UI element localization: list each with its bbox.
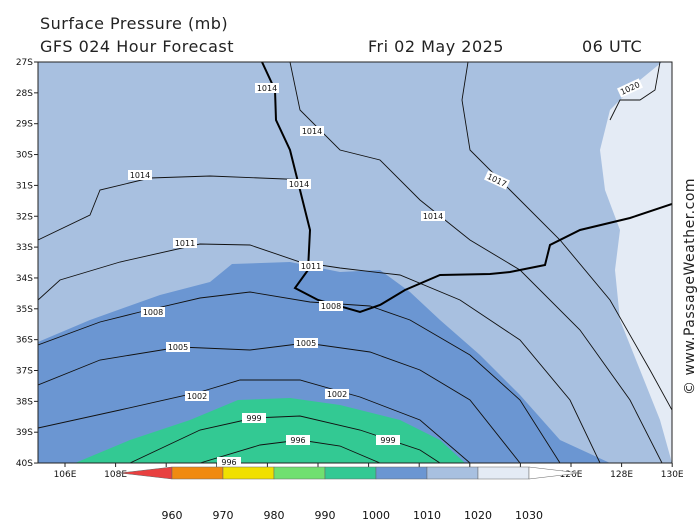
coastline <box>261 62 672 314</box>
isobar-label-bg <box>484 170 510 190</box>
forecast-date: Fri 02 May 2025 <box>368 37 504 56</box>
isobar-label-bg <box>286 435 310 445</box>
isobar-label-bg <box>319 301 343 311</box>
isobar-label: 1014 <box>423 212 443 221</box>
lon-label: 108E <box>104 470 127 480</box>
colorbar-segment <box>171 466 224 480</box>
lat-label: 33S <box>16 243 33 253</box>
isobar-label: 1008 <box>321 302 341 311</box>
isobar-label: 1014 <box>130 171 150 180</box>
isobar-label-bg <box>300 126 324 136</box>
isobar-label-bg <box>217 457 241 467</box>
lat-label: 27S <box>16 58 33 68</box>
colorbar-segment <box>477 466 530 480</box>
lon-label: 126E <box>560 470 583 480</box>
lat-label: 29S <box>16 120 33 130</box>
lat-label: 30S <box>16 151 33 161</box>
isobar <box>129 415 441 463</box>
isobar-label-bg <box>294 338 318 348</box>
isobar <box>38 379 471 463</box>
lat-label: 28S <box>16 89 33 99</box>
isobar-label: 996 <box>290 436 305 445</box>
lat-label: 37S <box>16 367 33 377</box>
title: Surface Pressure (mb) <box>40 14 228 33</box>
isobar-label: 1002 <box>327 390 347 399</box>
forecast-time: 06 UTC <box>582 37 642 56</box>
colorbar-high <box>528 466 581 480</box>
colorbar-label: 1000 <box>362 509 390 522</box>
isobar <box>38 291 561 463</box>
lat-label: 38S <box>16 397 33 407</box>
colorbar-label: 1030 <box>515 509 543 522</box>
lat-label: 31S <box>16 181 33 191</box>
credit: © www.PassageWeather.com <box>682 178 698 395</box>
isobar-label-bg <box>617 78 643 98</box>
isobar-label-bg <box>166 342 190 352</box>
isobar <box>461 62 672 411</box>
colorbar-label: 960 <box>162 509 183 522</box>
lat-label: 39S <box>16 428 33 438</box>
model-run: GFS 024 Hour Forecast <box>40 37 234 56</box>
isobar-label-bg <box>185 391 209 401</box>
pressure-band-1020 <box>600 62 672 463</box>
colorbar-segment <box>273 466 326 480</box>
isobar-label-bg <box>299 261 323 271</box>
colorbar-segment <box>222 466 275 480</box>
colorbar-label: 970 <box>213 509 234 522</box>
isobar-label: 999 <box>380 436 395 445</box>
isobar-label-bg <box>128 170 152 180</box>
map-area <box>38 62 672 463</box>
lat-label: 40S <box>16 459 33 469</box>
isobar-label-bg <box>325 389 349 399</box>
isobar-label: 1014 <box>302 127 322 136</box>
isobar-label: 1014 <box>257 84 277 93</box>
isobar-label-bg <box>255 83 279 93</box>
lat-label: 34S <box>16 274 33 284</box>
pressure-band-1000 <box>38 262 610 463</box>
isobar-label: 1011 <box>301 262 321 271</box>
isobar-label-bg <box>421 211 445 221</box>
lat-label: 36S <box>16 336 33 346</box>
isobar-label: 996 <box>221 458 236 467</box>
isobar-label-bg <box>141 307 165 317</box>
isobar-label-bg <box>287 179 311 189</box>
isobar-label-bg <box>173 238 197 248</box>
isobar-label-bg <box>242 413 266 423</box>
isobar-label: 999 <box>246 414 261 423</box>
colorbar-segment <box>426 466 479 480</box>
colorbar-segment <box>375 466 428 480</box>
lat-label: 35S <box>16 305 33 315</box>
lon-label: 128E <box>610 470 633 480</box>
map-frame <box>37 61 673 464</box>
lon-label: 106E <box>54 470 77 480</box>
isobar-label: 1005 <box>296 339 316 348</box>
isobar-label-bg <box>376 435 400 445</box>
colorbar-label: 980 <box>264 509 285 522</box>
isobar-label: 1011 <box>175 239 195 248</box>
colorbar-label: 1020 <box>464 509 492 522</box>
pressure-band-990 <box>75 398 465 463</box>
isobar-label: 1005 <box>168 343 188 352</box>
lon-label: 130E <box>661 470 684 480</box>
isobar <box>609 62 661 121</box>
colorbar-low <box>119 466 173 480</box>
colorbar-label: 990 <box>315 509 336 522</box>
lat-label: 32S <box>16 212 33 222</box>
isobar-label: 1014 <box>289 180 309 189</box>
isobar-label: 1008 <box>143 308 163 317</box>
colorbar-segment <box>324 466 377 480</box>
isobar-label: 1002 <box>187 392 207 401</box>
colorbar-label: 1010 <box>413 509 441 522</box>
